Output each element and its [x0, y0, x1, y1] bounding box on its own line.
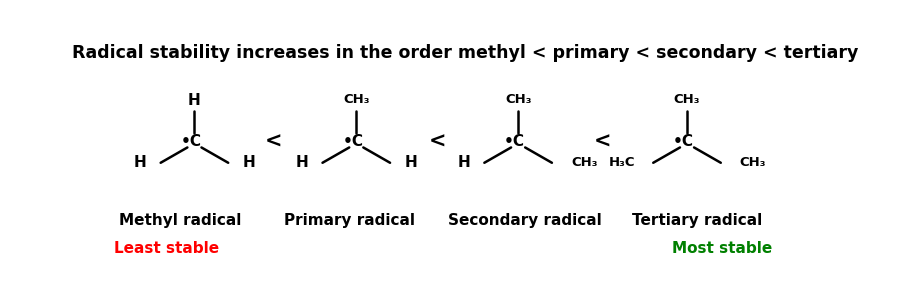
Text: H: H — [133, 155, 146, 170]
Text: H: H — [458, 155, 470, 170]
Text: H: H — [242, 155, 255, 170]
Text: Secondary radical: Secondary radical — [449, 213, 602, 228]
Text: H: H — [188, 93, 201, 108]
Text: Radical stability increases in the order methyl < primary < secondary < tertiary: Radical stability increases in the order… — [72, 44, 859, 62]
Text: CH₃: CH₃ — [571, 156, 597, 169]
Text: CH₃: CH₃ — [740, 156, 766, 169]
Text: •C: •C — [673, 134, 694, 149]
Text: Methyl radical: Methyl radical — [119, 213, 242, 228]
Text: H₃C: H₃C — [609, 156, 636, 169]
Text: Primary radical: Primary radical — [283, 213, 415, 228]
Text: •C: •C — [342, 134, 363, 149]
Text: CH₃: CH₃ — [674, 93, 700, 106]
Text: CH₃: CH₃ — [343, 93, 370, 106]
Text: CH₃: CH₃ — [505, 93, 531, 106]
Text: H: H — [296, 155, 309, 170]
Text: Tertiary radical: Tertiary radical — [633, 213, 763, 228]
Text: <: < — [594, 132, 611, 151]
Text: •C: •C — [181, 134, 202, 149]
Text: <: < — [429, 132, 446, 151]
Text: Most stable: Most stable — [672, 241, 773, 256]
Text: H: H — [404, 155, 417, 170]
Text: Least stable: Least stable — [114, 241, 219, 256]
Text: •C: •C — [504, 134, 525, 149]
Text: <: < — [265, 132, 282, 151]
